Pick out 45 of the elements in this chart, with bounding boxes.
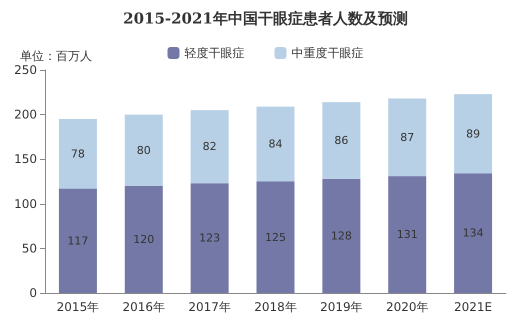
- data-label: 86: [334, 134, 348, 147]
- x-tick-label: 2016年: [122, 300, 166, 314]
- data-label: 125: [265, 230, 286, 244]
- y-tick-label: 100: [14, 196, 37, 211]
- bar: [454, 173, 492, 293]
- text: 单位：百万人: [20, 49, 92, 63]
- data-label: 78: [70, 147, 85, 160]
- bar: [58, 188, 97, 293]
- y-tick-label: 250: [14, 63, 37, 77]
- data-label: 131: [396, 228, 418, 242]
- y-tick-label: 200: [14, 108, 37, 122]
- data-label: 84: [268, 138, 282, 151]
- data-label: 123: [199, 232, 220, 245]
- bar: [454, 94, 492, 174]
- bar: [190, 110, 229, 184]
- bar: [58, 119, 97, 189]
- y-tick-label: 50: [22, 241, 37, 256]
- legend-label: 轻度干眼症: [184, 46, 244, 60]
- x-tick-label: 2018年: [254, 300, 297, 314]
- bar: [124, 114, 163, 186]
- data-label: 120: [133, 232, 154, 246]
- x-tick-label: 2015年: [56, 300, 100, 314]
- chart-title: 2015-2021年中国干眼症患者人数及预测: [123, 10, 408, 28]
- bar: [124, 186, 163, 293]
- y-tick-label: 150: [14, 152, 37, 166]
- bar: [256, 182, 294, 293]
- x-tick-label: 2021E: [454, 300, 492, 314]
- x-tick-label: 2017年: [188, 300, 231, 314]
- x-tick-label: 2019年: [320, 300, 363, 314]
- data-label: 82: [202, 140, 217, 154]
- bar: [322, 102, 360, 179]
- data-label: 80: [136, 144, 151, 157]
- bar: [388, 176, 426, 293]
- y-tick-label: 0: [29, 286, 37, 300]
- data-label: 134: [462, 226, 484, 240]
- data-label: 117: [67, 234, 88, 248]
- x-tick-label: 2020年: [386, 300, 428, 314]
- bar: [322, 178, 360, 293]
- legend-label: 中重度干眼症: [292, 46, 364, 60]
- bar: [256, 106, 294, 182]
- data-label: 87: [400, 130, 414, 144]
- bar: [190, 183, 229, 293]
- bar: [388, 98, 426, 176]
- data-label: 128: [330, 229, 352, 242]
- data-label: 89: [466, 127, 480, 140]
